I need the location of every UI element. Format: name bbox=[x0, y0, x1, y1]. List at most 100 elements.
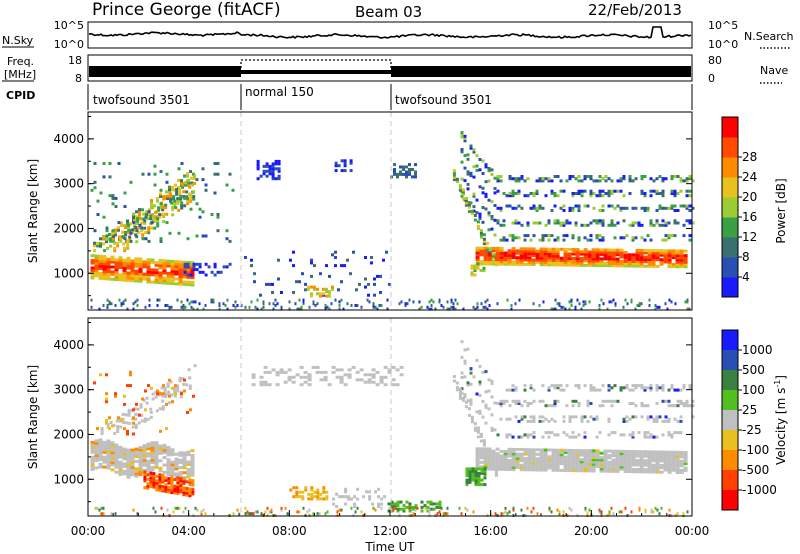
data-cell bbox=[640, 404, 644, 408]
data-cell bbox=[655, 384, 659, 388]
data-cell bbox=[658, 192, 662, 195]
data-cell bbox=[198, 215, 202, 219]
data-cell bbox=[684, 300, 687, 304]
data-cell bbox=[583, 236, 587, 240]
data-cell bbox=[162, 281, 167, 285]
data-cell bbox=[628, 402, 632, 405]
data-cell bbox=[310, 497, 314, 501]
data-cell bbox=[399, 373, 404, 377]
data-cell bbox=[179, 194, 183, 198]
data-cell bbox=[267, 383, 272, 387]
data-cell bbox=[90, 460, 95, 464]
data-cell bbox=[182, 307, 185, 311]
data-cell bbox=[377, 505, 381, 508]
data-cell bbox=[551, 459, 556, 463]
data-cell bbox=[182, 451, 187, 455]
data-cell bbox=[517, 435, 521, 439]
data-cell bbox=[640, 189, 644, 193]
data-cell bbox=[144, 231, 148, 234]
data-cell bbox=[174, 206, 178, 210]
data-cell bbox=[586, 175, 590, 178]
data-cell bbox=[477, 478, 481, 482]
data-cell bbox=[531, 468, 536, 472]
data-cell bbox=[511, 194, 515, 198]
data-cell bbox=[109, 239, 113, 243]
data-cell bbox=[493, 218, 497, 222]
data-cell bbox=[161, 407, 165, 411]
data-cell bbox=[484, 390, 488, 394]
data-cell bbox=[179, 197, 183, 201]
data-cell bbox=[460, 391, 464, 395]
data-cell bbox=[595, 417, 599, 421]
data-cell bbox=[559, 189, 563, 193]
data-cell bbox=[675, 457, 680, 461]
data-cell bbox=[601, 223, 605, 227]
data-cell bbox=[150, 448, 155, 452]
data-cell bbox=[399, 365, 404, 369]
data-cell bbox=[575, 451, 580, 455]
data-cell bbox=[155, 215, 159, 219]
data-cell bbox=[488, 454, 492, 458]
data-cell bbox=[579, 252, 584, 256]
data-cell bbox=[649, 388, 653, 392]
data-cell bbox=[595, 252, 600, 256]
data-cell bbox=[544, 404, 548, 408]
data-cell bbox=[591, 259, 596, 263]
data-cell bbox=[547, 466, 552, 470]
data-cell bbox=[487, 166, 491, 170]
data-cell bbox=[438, 500, 442, 504]
data-cell bbox=[277, 167, 281, 171]
x-tick-label: 20:00 bbox=[574, 524, 609, 538]
data-cell bbox=[400, 300, 403, 304]
data-cell bbox=[98, 443, 103, 447]
data-cell bbox=[96, 244, 99, 248]
data-cell bbox=[310, 258, 313, 262]
data-cell bbox=[628, 433, 632, 437]
data-cell bbox=[625, 419, 629, 423]
data-cell bbox=[623, 458, 628, 462]
data-cell bbox=[172, 195, 176, 199]
data-cell bbox=[151, 213, 155, 217]
data-cell bbox=[676, 192, 680, 195]
data-cell bbox=[570, 508, 573, 512]
data-cell bbox=[147, 210, 151, 214]
colorbar-swatch bbox=[722, 197, 738, 218]
data-cell bbox=[595, 250, 600, 254]
data-cell bbox=[356, 304, 359, 307]
data-cell bbox=[90, 443, 95, 447]
data-cell bbox=[676, 512, 679, 516]
data-cell bbox=[664, 415, 668, 419]
data-cell bbox=[408, 170, 411, 174]
data-cell bbox=[639, 468, 644, 472]
data-cell bbox=[194, 300, 197, 304]
data-cell bbox=[640, 386, 644, 390]
data-cell bbox=[306, 287, 310, 291]
data-cell bbox=[679, 263, 684, 266]
data-cell bbox=[627, 470, 632, 474]
data-cell bbox=[354, 304, 357, 307]
data-cell bbox=[567, 261, 572, 265]
data-cell bbox=[559, 179, 563, 183]
data-cell bbox=[141, 172, 145, 176]
data-cell bbox=[559, 455, 564, 459]
data-cell bbox=[172, 197, 176, 201]
data-cell bbox=[167, 488, 171, 492]
data-cell bbox=[98, 307, 101, 311]
data-cell bbox=[555, 466, 560, 470]
data-cell bbox=[599, 456, 604, 460]
data-cell bbox=[429, 502, 433, 506]
data-cell bbox=[129, 239, 133, 243]
data-cell bbox=[179, 481, 183, 485]
data-cell bbox=[471, 476, 475, 480]
data-cell bbox=[544, 223, 548, 227]
cpid-segment-2: normal 150 bbox=[245, 85, 314, 99]
data-cell bbox=[664, 177, 668, 181]
data-cell bbox=[639, 260, 644, 264]
data-cell bbox=[577, 404, 581, 408]
data-cell bbox=[648, 304, 651, 307]
data-cell bbox=[611, 262, 616, 265]
data-cell bbox=[450, 300, 453, 304]
data-cell bbox=[476, 302, 479, 306]
data-cell bbox=[271, 291, 274, 294]
data-cell bbox=[347, 497, 351, 501]
